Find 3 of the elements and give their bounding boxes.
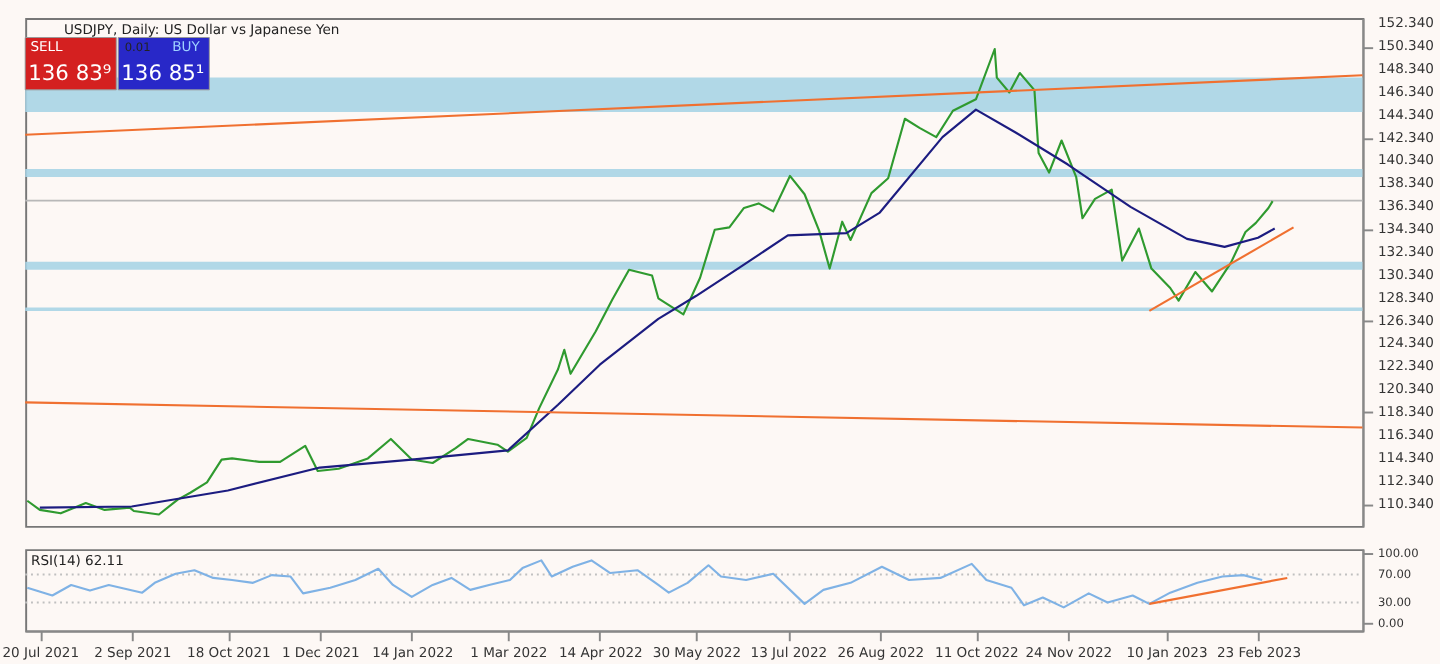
annotation: 136 85¹ (121, 60, 205, 87)
line-series (38, 108, 1276, 509)
annotation: 136 83⁹ (28, 60, 112, 87)
